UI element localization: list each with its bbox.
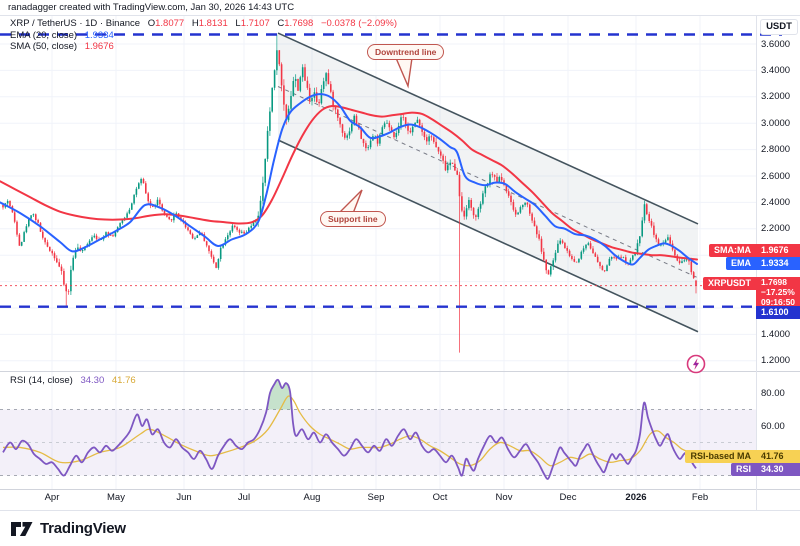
sma-badge-label: SMA:MA: [709, 244, 756, 258]
price-tick-label: 3.6000: [761, 38, 791, 50]
rsi-badge-value: 34.30: [756, 463, 800, 477]
downtrend-line-callout[interactable]: Downtrend line: [367, 44, 445, 60]
sma-badge-value: 1.9676: [756, 244, 800, 258]
rsi-tick-label: 60.00: [761, 420, 785, 432]
support-level-value: 1.6100: [756, 305, 800, 319]
last-price-badge-stack: 1.7698 −17.25% 09:16:50: [756, 276, 800, 308]
close-label: C: [277, 18, 285, 29]
rsi-ma-value: 41.76: [111, 375, 136, 386]
sma-label: SMA (50, close): [10, 41, 78, 52]
downtrend-line: [277, 32, 699, 225]
rsi-legend: RSI (14, close) 34.30 41.76: [10, 375, 136, 387]
ema-badge-value: 1.9334: [756, 257, 800, 271]
footer: TradingView: [0, 511, 800, 546]
price-tick-label: 2.6000: [761, 170, 791, 182]
ema20-line: [0, 93, 698, 266]
low-value: 1.7107: [240, 18, 270, 29]
support-line: [277, 139, 699, 333]
channel-fill: [278, 33, 698, 332]
ema-badge-label: EMA: [726, 257, 756, 271]
high-value: 1.8131: [198, 18, 228, 29]
symbol-legend-row[interactable]: XRP / TetherUS · 1D · Binance O1.8077 H1…: [10, 18, 397, 30]
high-label: H: [191, 18, 199, 29]
last-price-change: −17.25%: [761, 286, 795, 297]
last-price-badge: XRPUSDT 1.7698 −17.25% 09:16:50: [702, 276, 800, 308]
tradingview-logo[interactable]: TradingView: [10, 517, 126, 539]
time-tick-label: Aug: [303, 492, 321, 503]
ema-label: EMA (20, close): [10, 29, 78, 41]
change-value: −0.0378 (−2.09%): [320, 18, 398, 29]
support-callout-text: Support line: [328, 214, 378, 224]
rsi-ma-badge: RSI-based MA 41.76: [685, 449, 800, 463]
channel-median-line: [277, 86, 699, 279]
price-axis-currency[interactable]: USDT: [760, 19, 798, 35]
symbol-title: XRP / TetherUS · 1D · Binance: [10, 18, 141, 29]
price-tick-label: 1.2000: [761, 355, 791, 367]
sma-price-badge: SMA:MA 1.9676: [709, 244, 800, 258]
tradingview-logo-icon: [11, 522, 33, 536]
close-value: 1.7698: [284, 18, 314, 29]
time-tick-label: Apr: [44, 492, 60, 503]
price-tick-label: 2.4000: [761, 196, 791, 208]
time-tick-label: Dec: [559, 492, 577, 503]
rsi-badge-label: RSI: [730, 463, 756, 477]
time-tick-label: May: [107, 492, 125, 503]
rsi-value: 34.30: [80, 375, 105, 386]
sma-value: 1.9676: [84, 41, 114, 52]
rsi-ma-badge-value: 41.76: [756, 449, 800, 463]
attribution-bar: ranadagger created with TradingView.com,…: [0, 0, 800, 16]
low-label: L: [235, 18, 241, 29]
time-tick-label: Nov: [495, 492, 513, 503]
ema-legend-row[interactable]: EMA (20, close) 1.9334: [10, 30, 397, 42]
rsi-value-badge: RSI 34.30: [730, 463, 800, 477]
time-tick-label: Oct: [432, 492, 448, 503]
time-tick-label: Jul: [237, 492, 251, 503]
open-label: O: [147, 18, 156, 29]
price-tick-label: 1.4000: [761, 328, 791, 340]
up-bodies: [4, 50, 688, 292]
rsi-ma-badge-label: RSI-based MA: [685, 449, 756, 463]
attribution-text: ranadagger created with TradingView.com,…: [8, 2, 295, 13]
last-price-value: 1.7698: [761, 276, 787, 287]
time-tick-label: Jun: [176, 492, 192, 503]
price-tick-label: 3.4000: [761, 64, 791, 76]
ema-value: 1.9334: [84, 29, 114, 41]
sma-legend-row[interactable]: SMA (50, close) 1.9676: [10, 41, 397, 53]
last-price-badge-symbol: XRPUSDT: [702, 276, 756, 290]
rsi-label: RSI (14, close): [10, 375, 73, 386]
time-tick-label: 2026: [625, 492, 647, 503]
rsi-pane: [0, 378, 756, 480]
price-tick-label: 3.2000: [761, 91, 791, 103]
rsi-legend-row[interactable]: RSI (14, close) 34.30 41.76: [10, 375, 136, 387]
main-legend: XRP / TetherUS · 1D · Binance O1.8077 H1…: [10, 18, 397, 53]
time-tick-label: Feb: [691, 492, 709, 503]
main-pane: [0, 32, 699, 353]
support-level-badge: 1.6100: [756, 305, 800, 319]
downtrend-callout-text: Downtrend line: [375, 47, 437, 57]
tradingview-logo-text: TradingView: [40, 519, 126, 537]
open-value: 1.8077: [155, 18, 185, 29]
ema-price-badge: EMA 1.9334: [726, 257, 800, 271]
price-tick-label: 2.2000: [761, 223, 791, 235]
bar-close-countdown: 09:16:50: [761, 297, 796, 308]
downtrend-callout-tail: [394, 57, 413, 89]
price-tick-label: 2.8000: [761, 144, 791, 156]
rsi-line: [2, 378, 697, 480]
support-line-callout[interactable]: Support line: [320, 211, 386, 227]
flash-action-icon[interactable]: [685, 353, 707, 375]
price-tick-label: 3.0000: [761, 117, 791, 129]
time-tick-label: Sep: [367, 492, 385, 503]
rsi-tick-label: 80.00: [761, 387, 785, 399]
sma50-line: [0, 104, 698, 261]
